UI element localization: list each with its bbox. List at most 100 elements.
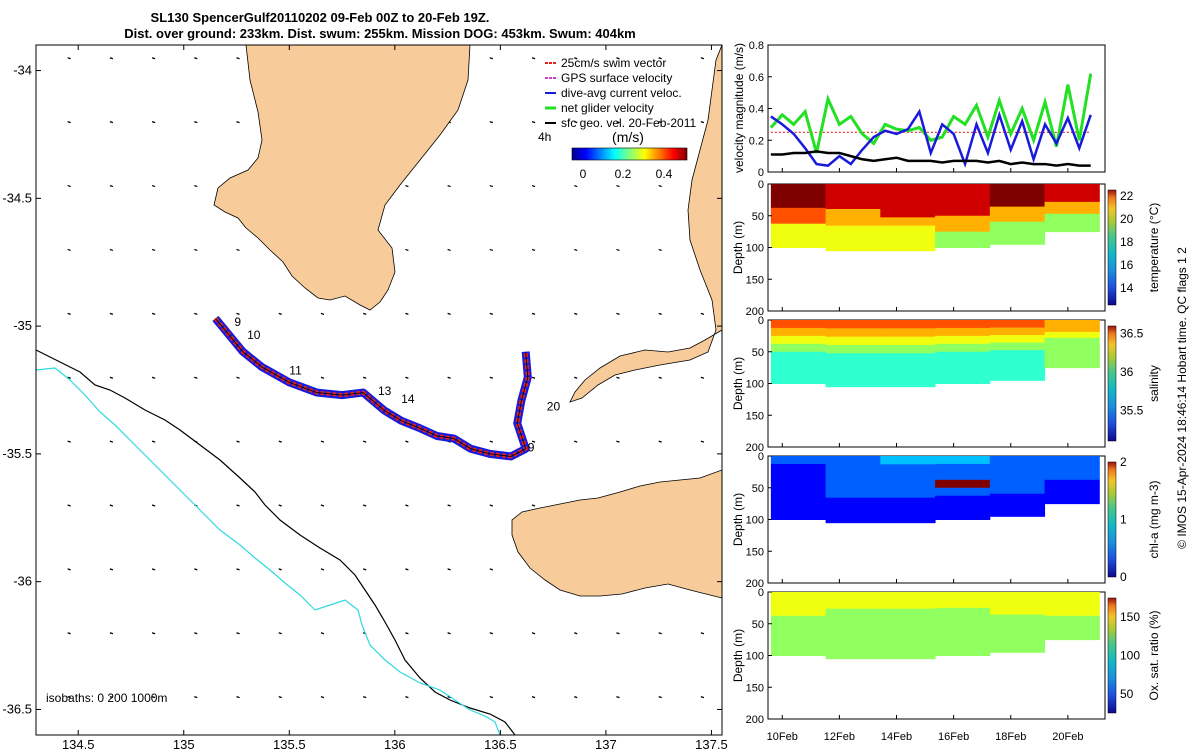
map-xtick-label: 134.5 xyxy=(62,737,95,750)
section-ytick-label: 0 xyxy=(758,179,764,191)
geostrophic-vector xyxy=(658,57,662,60)
section-cell xyxy=(989,372,1046,381)
colorbar-label: temperature (°C) xyxy=(1147,203,1161,293)
section-cell xyxy=(770,615,827,625)
section-cell xyxy=(989,644,1046,653)
section-cell xyxy=(1044,225,1100,233)
section-cell xyxy=(989,508,1046,517)
yorke-peninsula-land xyxy=(569,45,722,403)
section-cell xyxy=(1044,603,1100,611)
geostrophic-vector xyxy=(194,121,198,124)
section-ylabel: Depth (m) xyxy=(731,493,745,546)
section-cell xyxy=(989,229,1046,238)
geostrophic-vector xyxy=(447,184,451,188)
section-cell xyxy=(935,231,991,241)
section-cell xyxy=(770,359,827,369)
geostrophic-vector xyxy=(405,632,409,635)
geostrophic-vector xyxy=(405,568,409,571)
velocity-ylabel: velocity magnitude (m/s) xyxy=(732,43,746,173)
colorbar-tick-label: 1 xyxy=(1120,513,1127,527)
section-cell xyxy=(880,225,936,235)
section-cell xyxy=(935,647,991,656)
section-cell xyxy=(770,343,827,353)
day-label: 9 xyxy=(528,440,535,454)
section-cell xyxy=(1044,201,1100,209)
section-ytick-label: 150 xyxy=(746,546,764,558)
section-cell xyxy=(825,514,881,524)
geostrophic-vector xyxy=(109,184,114,188)
section-cell xyxy=(935,511,991,520)
geostrophic-vector xyxy=(67,696,71,699)
section-cell xyxy=(880,361,936,371)
geostrophic-vector xyxy=(447,696,451,699)
section-cell xyxy=(825,650,881,660)
section-cell xyxy=(935,471,991,481)
geostrophic-vector xyxy=(278,568,282,571)
section-cell xyxy=(770,367,827,377)
geostrophic-vector xyxy=(236,376,240,379)
section-cell xyxy=(880,370,936,379)
section-ytick-label: 50 xyxy=(752,619,764,631)
geostrophic-vector xyxy=(531,121,536,124)
section-cell xyxy=(989,221,1046,230)
geostrophic-vector xyxy=(67,184,71,188)
section-cell xyxy=(880,592,936,601)
colorbar-tick-label: 16 xyxy=(1120,258,1134,272)
section-cell xyxy=(1044,621,1100,629)
geostrophic-vector xyxy=(531,184,536,188)
legend-time-label: 4h xyxy=(538,130,551,144)
map-ytick-label: -35 xyxy=(13,318,32,333)
section-cell xyxy=(989,335,1046,344)
geostrophic-vector xyxy=(405,184,409,188)
section-cell xyxy=(989,320,1046,329)
map-xtick-label: 135 xyxy=(173,737,195,750)
geostrophic-vector xyxy=(574,376,578,379)
section-cell xyxy=(825,633,881,643)
geostrophic-vector xyxy=(700,376,705,379)
section-cell xyxy=(880,353,936,363)
section-cell xyxy=(935,503,991,513)
geostrophic-vector xyxy=(489,504,494,507)
geostrophic-vector xyxy=(109,312,114,315)
section-cell xyxy=(989,191,1046,200)
geostrophic-vector xyxy=(236,568,240,571)
geostrophic-vector xyxy=(67,121,71,124)
section-cell xyxy=(935,639,991,649)
section-cell xyxy=(770,207,827,217)
geostrophic-vector xyxy=(278,504,282,507)
colorbar-label: chl-a (mg m-3) xyxy=(1147,480,1161,558)
section-colorbar xyxy=(1107,189,1117,306)
section-cell xyxy=(770,375,827,384)
section-cell xyxy=(825,378,881,388)
geostrophic-vector xyxy=(362,376,367,379)
geostrophic-vector xyxy=(489,632,494,635)
map-ytick-label: -35.5 xyxy=(2,446,32,461)
section-cell xyxy=(989,456,1046,465)
section-cell xyxy=(1044,355,1100,363)
section-cell xyxy=(825,481,881,490)
date-tick-label: 10Feb xyxy=(767,731,798,743)
section-cell xyxy=(825,489,881,499)
section-cell xyxy=(770,647,827,656)
section-cell xyxy=(989,501,1046,510)
geostrophic-vector xyxy=(151,568,156,571)
colorbar-tick-label: 35.5 xyxy=(1120,403,1144,417)
section-cell xyxy=(1044,219,1100,227)
section-cell xyxy=(989,199,1046,208)
geostrophic-vector xyxy=(109,121,114,124)
section-cell xyxy=(935,327,991,337)
velocity-ytick-label: 0.6 xyxy=(749,72,764,84)
day-label: 11 xyxy=(289,364,302,378)
geostrophic-velocity-line xyxy=(770,150,1091,167)
section-cell xyxy=(935,463,991,473)
section-cell xyxy=(770,503,827,513)
geostrophic-vector xyxy=(67,57,71,60)
map-legend: 25cm/s swim vector GPS surface velocity … xyxy=(538,56,697,181)
section-cell xyxy=(935,631,991,641)
colorbar-label: Ox. sat. ratio (%) xyxy=(1147,610,1161,700)
section-cell xyxy=(825,608,881,618)
section-cell xyxy=(880,497,936,507)
geostrophic-vector xyxy=(67,568,71,571)
geostrophic-vector xyxy=(658,440,662,443)
geostrophic-vector xyxy=(616,440,620,443)
